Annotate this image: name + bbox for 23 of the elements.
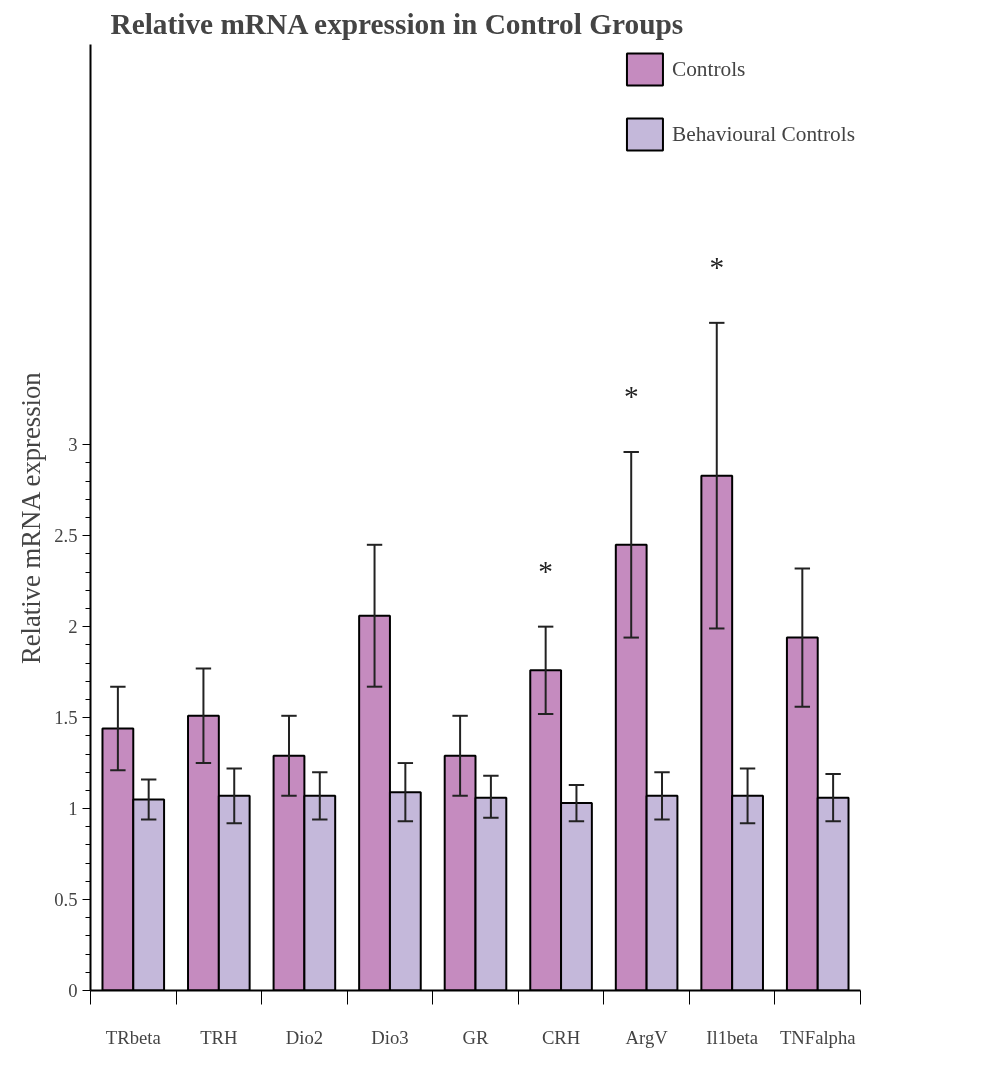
annotation: * bbox=[709, 250, 725, 283]
legend-label: Behavioural Controls bbox=[671, 121, 855, 147]
annotation: * bbox=[623, 380, 639, 413]
y-tick-label: 1.5 bbox=[54, 707, 78, 729]
y-tick-label: 0 bbox=[68, 980, 78, 1001]
y-tick-label: 0.5 bbox=[54, 889, 78, 911]
y-tick-label: 2.5 bbox=[54, 525, 78, 547]
x-tick-label: CRH bbox=[541, 1026, 581, 1048]
y-tick-label: 3 bbox=[68, 434, 78, 456]
chart-title: Relative mRNA expression in Control Groups bbox=[110, 7, 684, 40]
x-tick-label: Il1beta bbox=[706, 1026, 759, 1048]
x-tick-label: TRH bbox=[200, 1026, 238, 1048]
x-tick-label: Dio3 bbox=[371, 1026, 409, 1048]
x-tick-label: TRbeta bbox=[105, 1026, 162, 1048]
x-tick-label: Dio2 bbox=[285, 1026, 324, 1048]
x-tick-label: ArgV bbox=[625, 1026, 669, 1048]
y-axis-title: Relative mRNA expression bbox=[16, 372, 47, 665]
x-tick-label: TNFalpha bbox=[779, 1026, 857, 1048]
legend-label: Controls bbox=[671, 56, 746, 82]
y-tick-label: 1 bbox=[68, 798, 78, 820]
annotation: * bbox=[538, 554, 553, 587]
y-tick-label: 2 bbox=[68, 616, 78, 638]
x-tick-label: GR bbox=[462, 1026, 490, 1048]
